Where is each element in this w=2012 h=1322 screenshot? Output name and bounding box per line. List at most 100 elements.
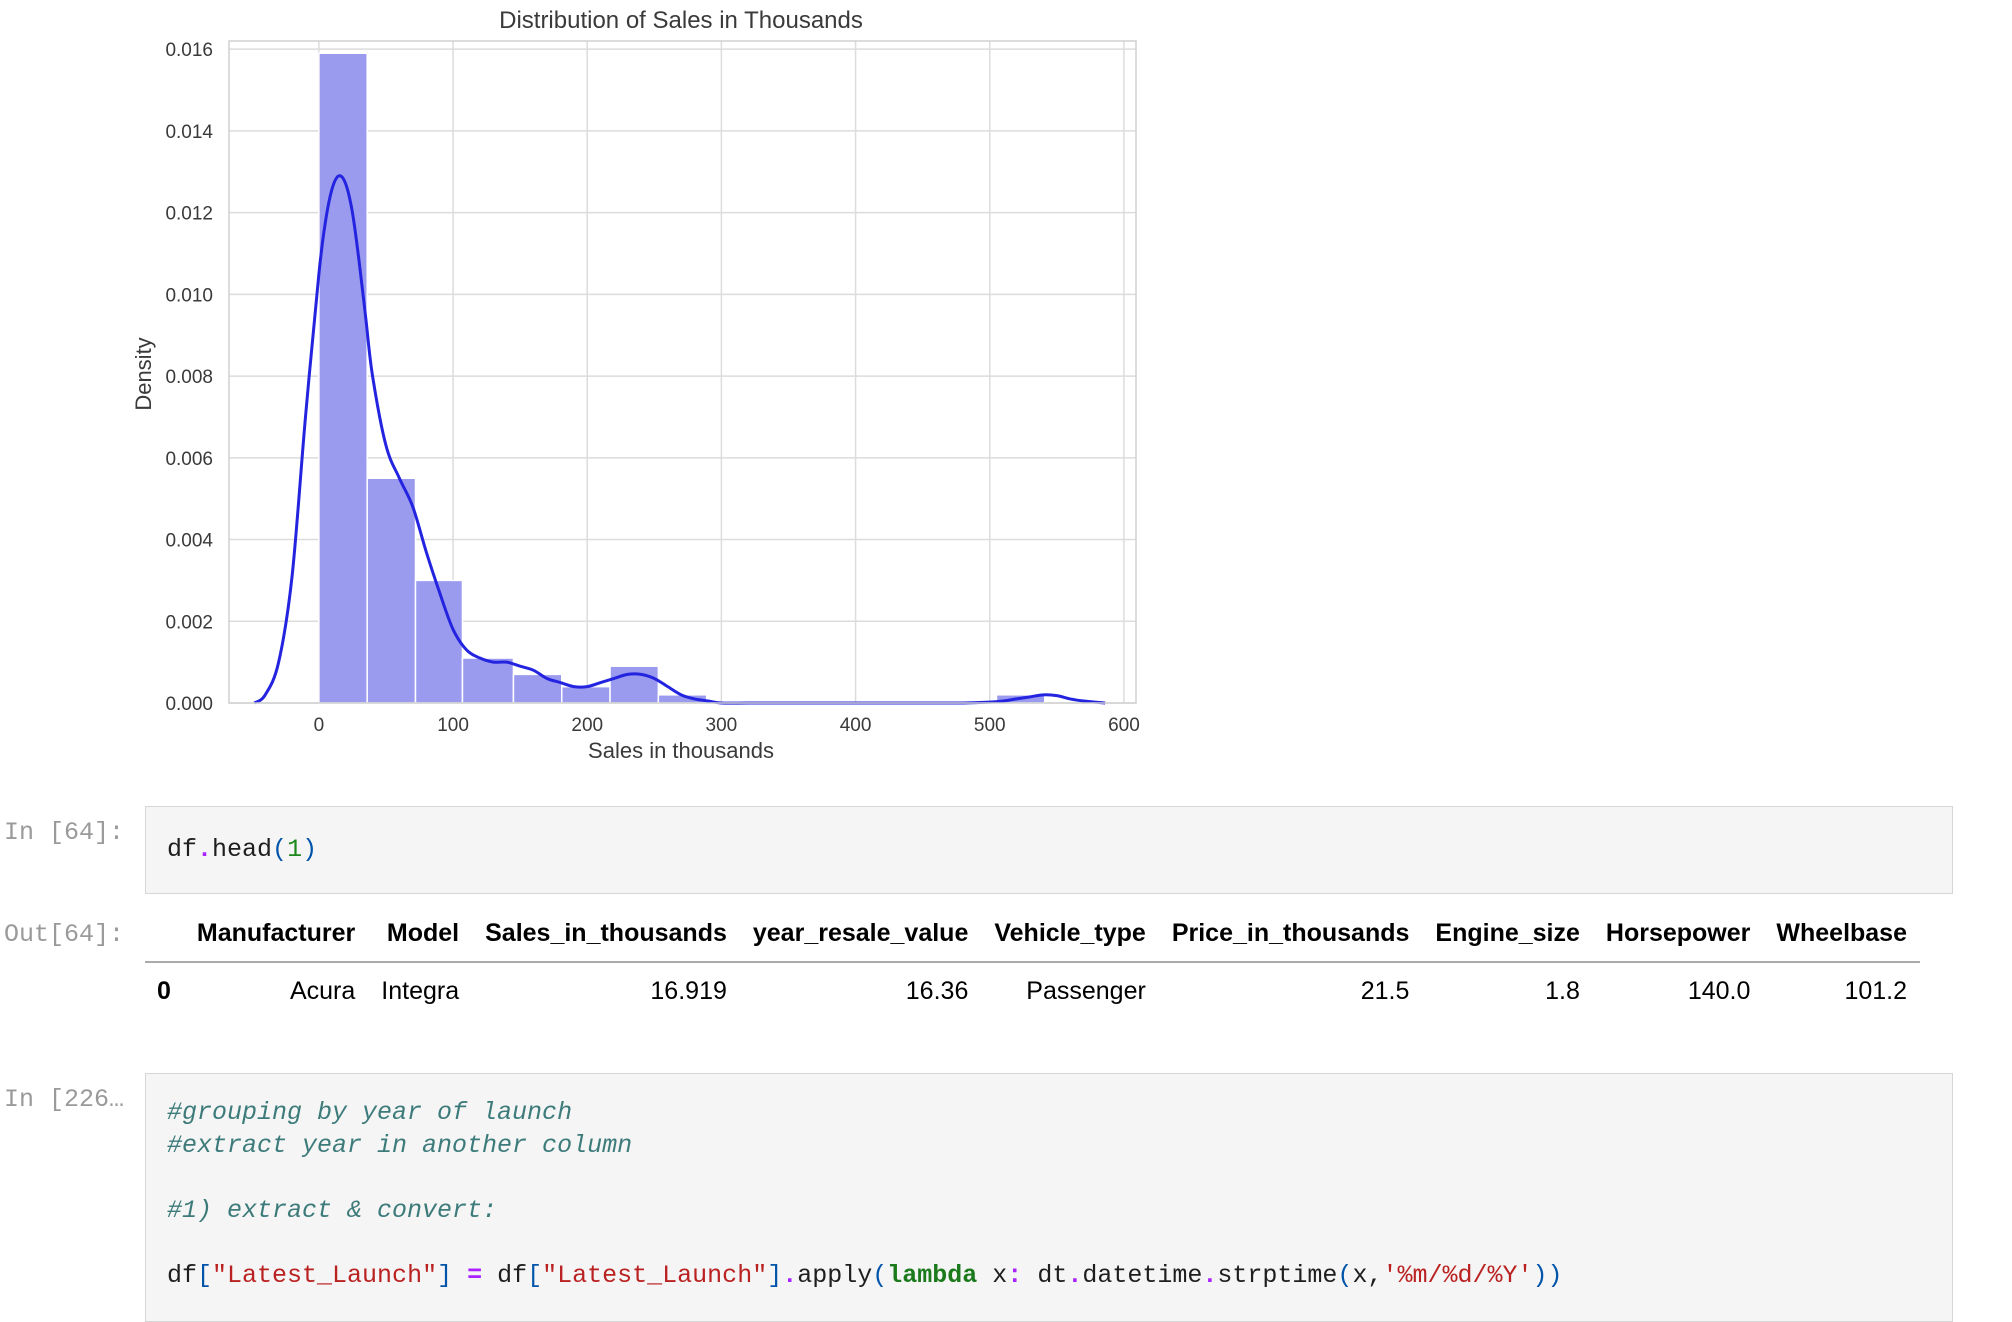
code-token: =	[467, 1260, 483, 1290]
code-token: #1) extract & convert:	[167, 1195, 498, 1225]
code-token: '%m/%d/%Y'	[1382, 1260, 1533, 1290]
table-column-header: year_resale_value	[739, 906, 982, 963]
code-token: dt	[1022, 1260, 1068, 1290]
table-column-header: Manufacturer	[183, 906, 369, 963]
code-token: [	[197, 1260, 213, 1290]
table-cell: Passenger	[1026, 977, 1146, 1005]
table-column-header: Price_in_thousands	[1158, 906, 1423, 963]
y-tick-label: 0.000	[165, 694, 213, 715]
table-column-header: Wheelbase	[1763, 906, 1920, 963]
code-token: "Latest_Launch"	[542, 1260, 768, 1290]
code-token: :	[1007, 1260, 1023, 1290]
table-column-header: Vehicle_type	[981, 906, 1159, 963]
input-prompt: In [226…	[4, 1085, 125, 1114]
sales-distribution-chart: Distribution of Sales in Thousands 0.000…	[0, 0, 1160, 770]
x-tick-label: 300	[706, 715, 738, 736]
y-axis-label: Density	[131, 337, 156, 410]
code-line: #1) extract & convert:	[167, 1195, 497, 1227]
y-tick-label: 0.012	[165, 204, 213, 225]
code-token: head	[212, 835, 273, 864]
code-token: ,	[1367, 1260, 1383, 1290]
code-token: x	[977, 1260, 1008, 1290]
code-token: (	[272, 835, 288, 864]
table-column-header: Horsepower	[1592, 906, 1764, 963]
table-cell: Acura	[289, 977, 356, 1005]
y-tick-label: 0.002	[165, 612, 213, 633]
code-token: )	[302, 835, 318, 864]
table-cell: 1.8	[1545, 977, 1580, 1005]
table-column-header	[145, 906, 184, 963]
code-token: df	[167, 835, 198, 864]
dataframe-table: Manufacturer Model Sales_in_thousands year_…	[145, 906, 1920, 1016]
x-tick-label: 600	[1108, 715, 1140, 736]
x-tick-label: 0	[314, 715, 325, 736]
code-token: #grouping by year of launch	[167, 1098, 573, 1127]
dataframe-output: Manufacturer Model Sales_in_thousands year_…	[145, 906, 1953, 1016]
code-token: 1	[287, 835, 303, 864]
code-token: [	[527, 1260, 543, 1290]
code-token: (	[1337, 1260, 1353, 1290]
code-token: .	[197, 835, 213, 864]
code-token: ))	[1532, 1260, 1563, 1290]
chart-title: Distribution of Sales in Thousands	[499, 7, 863, 34]
x-tick-label: 100	[437, 715, 469, 736]
code-token: ]	[767, 1260, 783, 1290]
code-line: #grouping by year of launch	[167, 1097, 572, 1129]
y-tick-label: 0.010	[165, 285, 213, 306]
y-tick-label: 0.004	[165, 531, 213, 552]
x-axis-label: Sales in thousands	[588, 738, 774, 763]
code-line: df.head(1)	[167, 834, 317, 866]
code-token: #extract year in another column	[167, 1130, 633, 1160]
row-index: 0	[157, 977, 171, 1005]
histogram-bar	[366, 477, 417, 704]
input-prompt: In [64]:	[4, 818, 125, 847]
table-cell: 140.0	[1687, 977, 1751, 1005]
code-token: "Latest_Launch"	[212, 1260, 438, 1290]
table-column-header: Engine_size	[1422, 906, 1593, 963]
table-column-header: Model	[368, 906, 473, 963]
code-token: apply	[797, 1260, 873, 1290]
histogram-bar	[609, 665, 660, 704]
histogram-bar	[461, 657, 515, 704]
code-token: x	[1352, 1260, 1368, 1290]
x-tick-labels: 0 100 200 300 400 500 600	[314, 715, 1140, 736]
chart-gridlines	[229, 41, 1136, 704]
code-cell-head[interactable]: df.head(1)	[145, 806, 1953, 894]
y-tick-label: 0.014	[165, 122, 213, 143]
code-token: lambda	[887, 1260, 978, 1290]
table-cell: 101.2	[1844, 977, 1907, 1005]
x-tick-label: 400	[840, 715, 872, 736]
histogram-bars	[318, 52, 1046, 704]
plot-frame	[228, 40, 1137, 704]
code-token: .	[1067, 1260, 1083, 1290]
histogram-bar	[318, 52, 368, 704]
histogram-bar	[512, 673, 563, 704]
code-token	[452, 1261, 467, 1290]
table-cell: 16.919	[650, 977, 727, 1005]
histogram-bar	[414, 579, 464, 704]
table-column-header: Sales_in_thousands	[472, 906, 740, 963]
histogram-bar	[560, 685, 611, 704]
table-row: 0 Acura Integra 16.919 16.36 Passenger 21.5 1.8…	[145, 962, 1920, 1016]
code-line: df["Latest_Launch"] = df["Latest_Launch"…	[167, 1260, 1563, 1292]
y-tick-label: 0.016	[165, 40, 213, 61]
x-tick-label: 200	[571, 715, 603, 736]
code-token: df	[167, 1260, 198, 1290]
x-tick-label: 500	[974, 715, 1006, 736]
y-tick-labels: 0.000 0.002 0.004 0.006 0.008 0.010 0.012 0.014…	[165, 40, 213, 715]
code-token: ]	[437, 1260, 453, 1290]
code-token: strptime	[1217, 1260, 1338, 1290]
code-token: df	[482, 1260, 528, 1290]
code-line: #extract year in another column	[167, 1130, 632, 1162]
output-prompt: Out[64]:	[4, 920, 125, 949]
code-token: datetime	[1082, 1260, 1203, 1290]
code-token: .	[782, 1260, 798, 1290]
code-token: .	[1202, 1260, 1218, 1290]
table-cell: 21.5	[1360, 977, 1410, 1005]
code-token: (	[872, 1260, 888, 1290]
code-cell-launch[interactable]: #grouping by year of launch #extract year…	[145, 1073, 1953, 1322]
table-header-row: Manufacturer Model Sales_in_thousands year_…	[145, 906, 1920, 963]
y-tick-label: 0.006	[165, 449, 213, 470]
y-tick-label: 0.008	[165, 367, 213, 388]
table-cell: Integra	[381, 977, 460, 1005]
